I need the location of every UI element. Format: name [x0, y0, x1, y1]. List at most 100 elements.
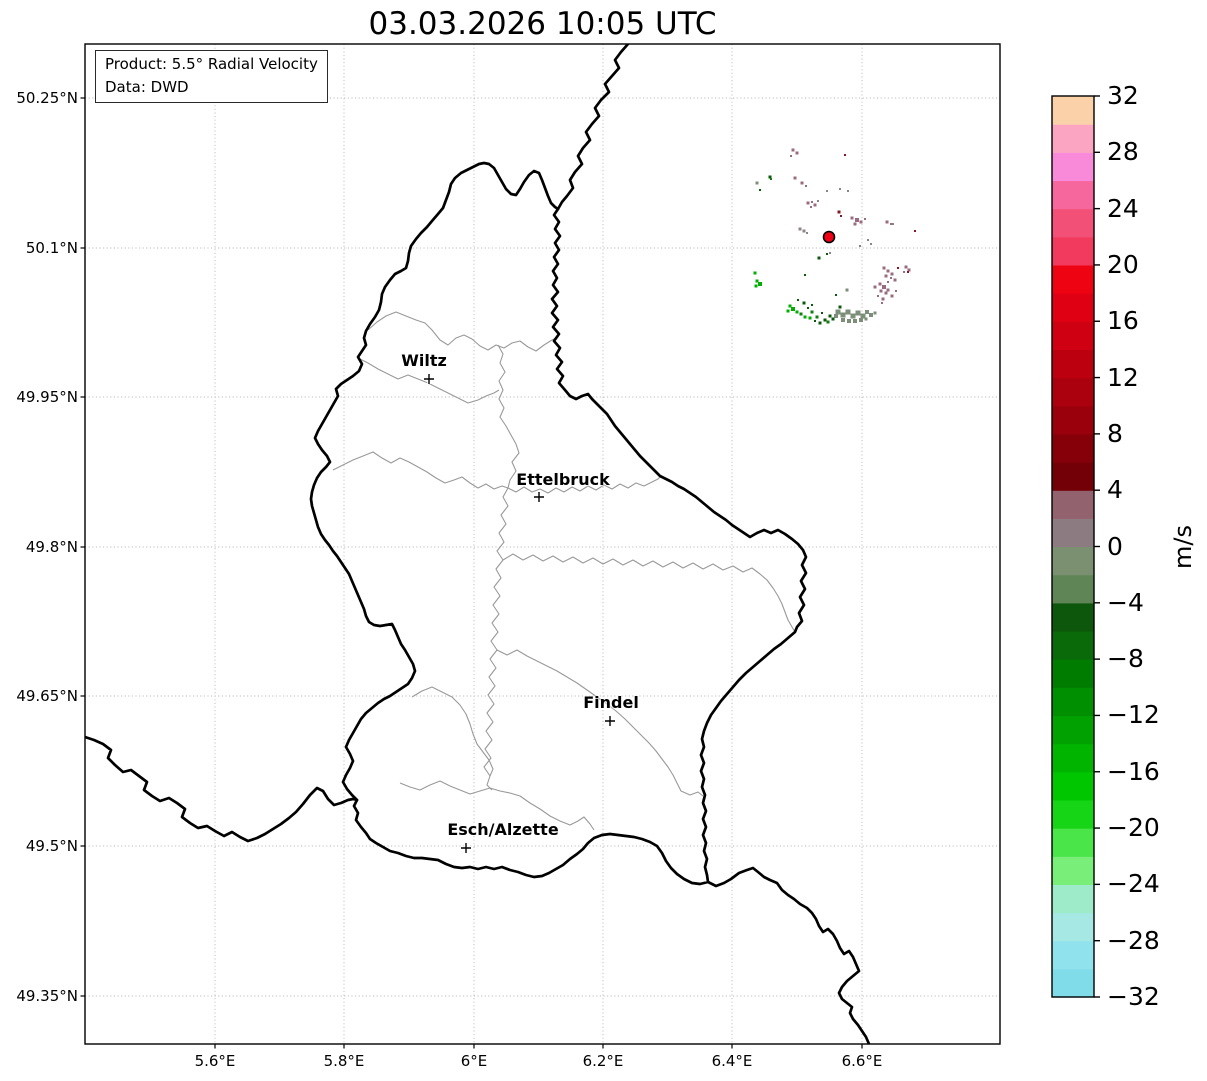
colorbar-segment	[1052, 659, 1094, 688]
radar-echo-pixel	[759, 189, 761, 191]
radar-echo-pixel	[840, 215, 842, 217]
radar-echo-pixel	[903, 271, 905, 273]
colorbar-tick-label: −16	[1107, 756, 1160, 786]
radar-echo-pixel	[795, 310, 799, 314]
radar-echo-pixel	[864, 218, 866, 220]
colorbar-tick-label: 24	[1107, 193, 1139, 223]
radar-echo-pixel	[837, 210, 841, 214]
radar-echo-pixel	[853, 222, 857, 226]
colorbar-segment	[1052, 799, 1094, 829]
city-marker-icon	[461, 843, 471, 853]
colorbar-segment	[1052, 912, 1094, 942]
radar-echo-pixel	[755, 181, 759, 185]
canton-border-line	[399, 780, 595, 831]
canton-border-line	[332, 451, 509, 490]
lon-tick-label: 5.6°E	[194, 1052, 236, 1070]
colorbar-segment	[1052, 574, 1094, 604]
colorbar-tick-label: 28	[1107, 137, 1139, 167]
colorbar-segment	[1052, 546, 1094, 576]
radar-echo-pixel	[873, 311, 877, 315]
colorbar-tick-label: 16	[1107, 306, 1139, 336]
radar-echo-pixel	[793, 176, 797, 180]
radar-echo-pixel	[873, 285, 877, 289]
colorbar-tick-label: −32	[1107, 982, 1160, 1011]
city-label-esch-alzette: Esch/Alzette	[447, 820, 559, 839]
radar-site-dot	[822, 230, 836, 244]
radar-echo-pixel	[810, 206, 812, 208]
radar-echo-pixel	[845, 309, 851, 315]
city-label-findel: Findel	[583, 693, 639, 712]
radar-echo-pixel	[882, 266, 886, 270]
radar-echo-pixel	[895, 290, 897, 292]
colorbar-tick-label: 0	[1107, 531, 1123, 561]
colorbar-tick-label: −20	[1107, 813, 1160, 843]
radar-echo-pixel	[845, 288, 849, 292]
colorbar-segment	[1052, 630, 1094, 660]
radar-echo-pixel	[847, 190, 849, 192]
radar-echo-pixel	[829, 252, 831, 254]
radar-echo-pixel	[797, 299, 799, 301]
colorbar-tick-label: −28	[1107, 925, 1160, 955]
radar-echo-pixel	[811, 201, 813, 203]
colorbar-segment	[1052, 828, 1094, 857]
lat-tick-label: 50.25°N	[16, 89, 78, 107]
product-info-box: Product: 5.5° Radial Velocity Data: DWD	[95, 50, 328, 103]
radar-echo-pixel	[817, 200, 819, 202]
radar-echo-pixel	[886, 269, 890, 273]
radar-echo-pixel	[853, 319, 857, 323]
radar-echo-pixel	[881, 297, 885, 301]
colorbar-segment	[1052, 715, 1094, 745]
map-content	[85, 44, 1000, 1044]
radar-echo-pixel	[890, 272, 894, 276]
radar-echo-pixel	[768, 175, 772, 179]
radar-echo-pixel	[879, 289, 883, 293]
radar-echo-pixel	[803, 315, 807, 319]
colorbar-tick-label: 8	[1107, 418, 1123, 448]
country-borders	[85, 44, 871, 1044]
city-label-wiltz: Wiltz	[401, 351, 447, 370]
colorbar-segment	[1052, 377, 1094, 407]
radar-echo-pixel	[791, 148, 795, 152]
city-label-ettelbruck: Ettelbruck	[516, 470, 610, 489]
radar-echo-pixel	[806, 201, 810, 205]
colorbar-segment	[1052, 96, 1094, 125]
city-marker-icon	[605, 716, 615, 726]
map-frame	[84, 43, 1001, 1045]
radar-echo-pixel	[907, 268, 911, 272]
radar-echo-pixel	[817, 256, 821, 260]
colorbar-segment	[1052, 433, 1094, 463]
radar-echo-pixel	[826, 253, 828, 255]
radar-echo-pixel	[802, 301, 806, 305]
radar-echo-pixel	[890, 277, 892, 279]
lon-tick-label: 5.8°E	[323, 1052, 365, 1070]
colorbar-segment	[1052, 405, 1094, 435]
radar-echo-pixel	[864, 317, 868, 321]
radar-echo-pixel	[835, 294, 837, 296]
radar-echo-pixel	[786, 309, 790, 313]
radar-echo-pixel	[884, 291, 888, 295]
radar-echo-pixel	[826, 190, 828, 192]
colorbar	[1051, 95, 1100, 998]
radar-echo-pixel	[811, 304, 813, 306]
radar-echoes	[753, 148, 916, 325]
radar-echo-pixel	[813, 203, 817, 207]
radar-echo-pixel	[881, 302, 883, 304]
radar-echo-pixel	[758, 282, 762, 286]
product-line: Product: 5.5° Radial Velocity	[105, 55, 318, 73]
radar-echo-pixel	[802, 229, 806, 233]
radar-echo-pixel	[831, 317, 835, 321]
radar-echo-pixel	[841, 318, 845, 322]
radar-echo-pixel	[882, 285, 886, 289]
radar-echo-pixel	[887, 281, 889, 283]
radar-echo-pixel	[886, 288, 890, 292]
radar-echo-pixel	[818, 321, 822, 325]
radar-echo-pixel	[814, 320, 816, 322]
colorbar-segment	[1052, 264, 1094, 294]
canton-borders	[332, 311, 796, 831]
colorbar-segment	[1052, 293, 1094, 322]
radar-echo-pixel	[799, 312, 803, 316]
colorbar-segment	[1052, 884, 1094, 914]
figure-title: 03.03.2026 10:05 UTC	[368, 6, 717, 42]
colorbar-tick-label: −24	[1107, 869, 1160, 899]
